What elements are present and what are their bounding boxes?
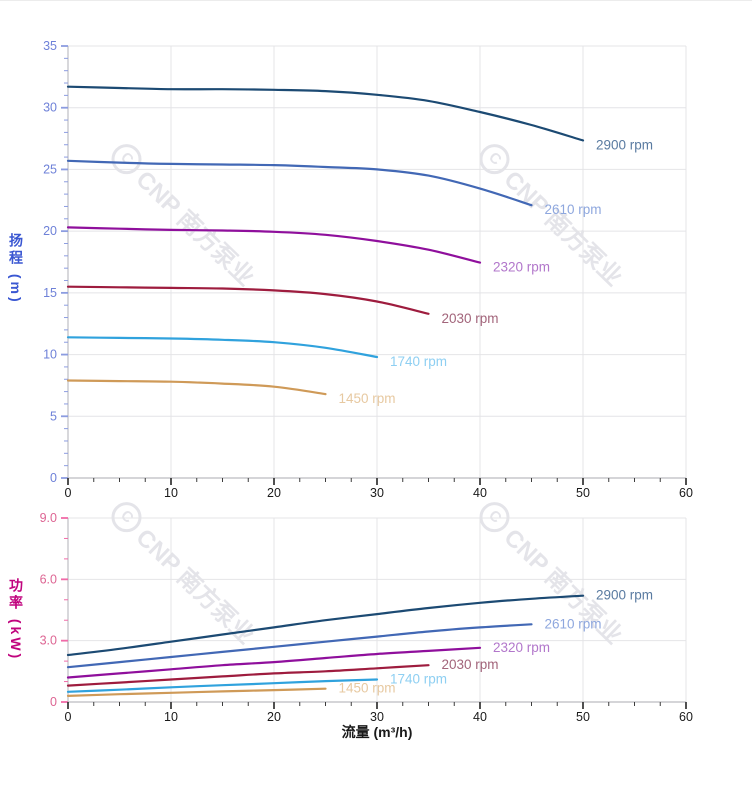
y-tick-label: 25 <box>43 162 57 176</box>
flow-axis-title: 流量 (m³/h) <box>341 724 413 740</box>
chart-panel-1: 0 3.0 6.0 9.0 0 10 20 30 40 50 60 2900 rpm 2610 rpm 2… <box>40 511 693 724</box>
curve-1450-rpm <box>66 687 327 697</box>
curve-label-2030-rpm: 2030 rpm <box>442 657 499 672</box>
curve-label-2320-rpm: 2320 rpm <box>493 640 550 655</box>
head-axis-title: 扬程 (m) <box>8 233 24 305</box>
page-top-divider <box>0 0 752 1</box>
curve-2030-rpm <box>66 285 430 315</box>
curve-2900-rpm <box>66 85 585 142</box>
x-tick-label: 0 <box>65 710 72 724</box>
x-tick-label: 30 <box>370 710 384 724</box>
y-tick-label: 0 <box>50 695 57 709</box>
y-tick-label: 0 <box>50 471 57 485</box>
y-tick-label: 30 <box>43 101 57 115</box>
curve-label-1450-rpm: 1450 rpm <box>339 681 396 696</box>
y-tick-label: 9.0 <box>40 511 57 525</box>
curve-2320-rpm <box>66 226 482 264</box>
curve-1740-rpm <box>66 336 379 359</box>
curve-label-2610-rpm: 2610 rpm <box>545 202 602 217</box>
power-axis-title: 功率 (kW) <box>8 578 24 662</box>
x-tick-label: 50 <box>576 486 590 500</box>
y-tick-label: 35 <box>43 39 57 53</box>
x-tick-label: 40 <box>473 710 487 724</box>
y-tick-label: 3.0 <box>40 634 57 648</box>
y-tick-label: 20 <box>43 224 57 238</box>
curve-label-2900-rpm: 2900 rpm <box>596 137 653 152</box>
curve-2030-rpm <box>66 664 430 687</box>
curve-label-1740-rpm: 1740 rpm <box>390 354 447 369</box>
curve-1740-rpm <box>66 678 379 693</box>
chart-panel-0: 0 5 10 15 20 25 30 35 0 10 20 30 40 50 60 2900 rpm 2610 … <box>43 39 693 500</box>
x-tick-label: 0 <box>65 486 72 500</box>
x-tick-label: 60 <box>679 486 693 500</box>
x-tick-label: 30 <box>370 486 384 500</box>
x-tick-label: 10 <box>164 710 178 724</box>
x-tick-label: 20 <box>267 486 281 500</box>
x-tick-label: 40 <box>473 486 487 500</box>
y-tick-label: 5 <box>50 409 57 423</box>
curve-label-2030-rpm: 2030 rpm <box>442 311 499 326</box>
curve-label-1450-rpm: 1450 rpm <box>339 391 396 406</box>
x-tick-label: 60 <box>679 710 693 724</box>
curve-label-1740-rpm: 1740 rpm <box>390 672 447 687</box>
curve-2900-rpm <box>66 594 585 657</box>
y-tick-label: 10 <box>43 348 57 362</box>
curve-label-2320-rpm: 2320 rpm <box>493 260 550 275</box>
curve-2610-rpm <box>66 623 533 669</box>
x-tick-label: 10 <box>164 486 178 500</box>
curve-label-2900-rpm: 2900 rpm <box>596 588 653 603</box>
y-tick-label: 6.0 <box>40 572 57 586</box>
curve-label-2610-rpm: 2610 rpm <box>545 616 602 631</box>
curve-2320-rpm <box>66 646 482 679</box>
y-tick-label: 15 <box>43 286 57 300</box>
curve-2610-rpm <box>66 159 533 207</box>
curve-1450-rpm <box>66 379 327 396</box>
x-tick-label: 20 <box>267 710 281 724</box>
x-tick-label: 50 <box>576 710 590 724</box>
